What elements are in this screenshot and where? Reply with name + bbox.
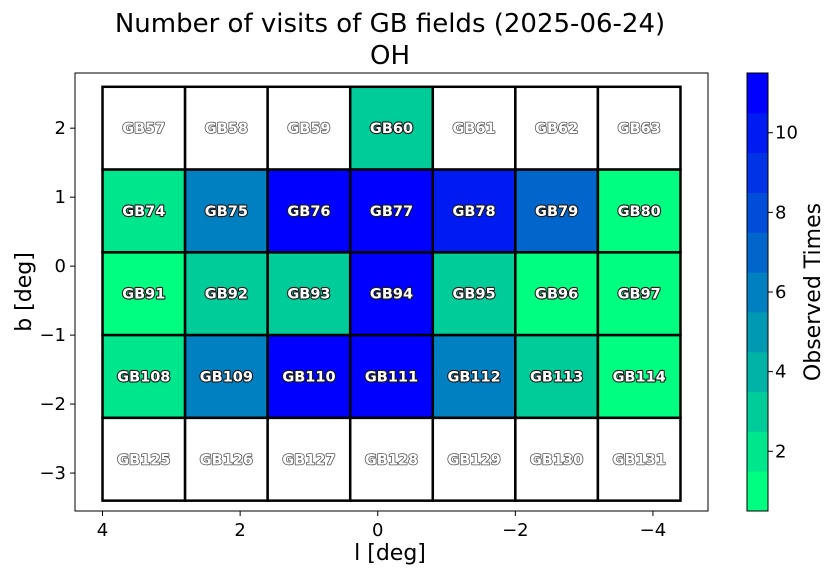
x-axis-label: l [deg] xyxy=(354,541,426,566)
field-label-gb127: GB127 xyxy=(282,452,335,468)
field-label-gb114: GB114 xyxy=(613,369,666,385)
field-label-gb57: GB57 xyxy=(122,121,165,137)
field-label-gb129: GB129 xyxy=(447,452,500,468)
heatmap-cells: GB57 GB58 GB59 GB60 GB61 GB62 GB63 GB74 GB75 GB76… xyxy=(101,85,682,502)
field-label-gb110: GB110 xyxy=(282,369,335,385)
field-label-gb96: GB96 xyxy=(535,287,578,303)
y-tick-label: 0 xyxy=(55,256,66,277)
field-label-gb130: GB130 xyxy=(530,452,583,468)
x-tick-label: 4 xyxy=(97,520,108,541)
field-label-gb78: GB78 xyxy=(452,204,495,220)
field-label-gb59: GB59 xyxy=(287,121,330,137)
field-cell-gb58 xyxy=(183,85,269,171)
colorbar-tick-label: 6 xyxy=(775,282,786,303)
field-label-gb75: GB75 xyxy=(205,204,248,220)
field-label-gb108: GB108 xyxy=(117,369,170,385)
field-cell-gb74 xyxy=(101,168,187,254)
field-cell-gb125 xyxy=(101,416,187,502)
field-cell-gb113 xyxy=(514,333,600,420)
field-label-gb128: GB128 xyxy=(365,452,418,468)
field-cell-gb95 xyxy=(431,251,517,337)
field-cell-gb57 xyxy=(101,85,187,171)
field-cell-gb109 xyxy=(183,333,269,420)
field-label-gb126: GB126 xyxy=(200,452,253,468)
field-label-gb92: GB92 xyxy=(205,287,248,303)
field-cell-gb96 xyxy=(514,251,600,337)
y-tick-label: 1 xyxy=(55,187,66,208)
colorbar-segment xyxy=(747,112,768,154)
colorbar-segment xyxy=(747,431,768,472)
y-tick-label: −3 xyxy=(39,463,66,484)
field-cell-gb130 xyxy=(514,416,600,502)
chart-subtitle: OH xyxy=(370,41,410,71)
field-label-gb62: GB62 xyxy=(535,121,578,137)
colorbar-label: Observed Times xyxy=(801,203,826,381)
y-tick-label: 2 xyxy=(55,118,66,139)
field-label-gb113: GB113 xyxy=(530,369,583,385)
colorbar-tick-label: 4 xyxy=(775,362,786,383)
field-label-gb97: GB97 xyxy=(618,287,661,303)
x-tick-label: −2 xyxy=(502,520,529,541)
x-axis-ticks: 4 2 0 −2 −4 xyxy=(97,511,666,541)
y-axis-ticks: 2 1 0 −1 −2 −3 xyxy=(39,118,75,484)
x-tick-label: 2 xyxy=(234,520,245,541)
colorbar-segment xyxy=(747,351,768,393)
colorbar-segment xyxy=(747,152,768,193)
colorbar-tick-label: 8 xyxy=(775,202,786,223)
colorbar-tick-label: 2 xyxy=(775,441,786,462)
field-cell-gb76 xyxy=(266,168,352,254)
field-cell-gb80 xyxy=(596,168,682,254)
field-label-gb77: GB77 xyxy=(370,204,413,220)
field-label-gb94: GB94 xyxy=(370,287,413,303)
y-tick-label: −2 xyxy=(39,394,66,415)
x-tick-label: 0 xyxy=(372,520,383,541)
y-tick-label: −1 xyxy=(39,325,66,346)
colorbar-segment xyxy=(747,391,768,432)
colorbar-segment xyxy=(747,192,768,233)
field-cell-gb78 xyxy=(431,168,517,254)
colorbar-tick-label: 10 xyxy=(775,123,798,144)
colorbar-segment xyxy=(747,311,768,353)
field-label-gb112: GB112 xyxy=(447,369,500,385)
field-label-gb63: GB63 xyxy=(618,121,661,137)
field-cell-gb92 xyxy=(183,251,269,337)
y-axis-label: b [deg] xyxy=(12,252,37,332)
field-cell-gb108 xyxy=(101,333,187,420)
colorbar-segment xyxy=(747,272,768,313)
field-label-gb76: GB76 xyxy=(287,204,330,220)
plot-frame xyxy=(74,72,709,512)
field-label-gb93: GB93 xyxy=(287,287,330,303)
field-label-gb91: GB91 xyxy=(122,287,165,303)
field-label-gb74: GB74 xyxy=(122,204,165,220)
x-tick-label: −4 xyxy=(640,520,667,541)
field-cell-gb127 xyxy=(266,416,352,502)
field-cell-gb93 xyxy=(266,251,352,337)
field-label-gb80: GB80 xyxy=(618,204,661,220)
field-label-gb79: GB79 xyxy=(535,204,578,220)
field-label-gb125: GB125 xyxy=(117,452,170,468)
field-cell-gb131 xyxy=(596,416,682,502)
field-label-gb109: GB109 xyxy=(200,369,253,385)
colorbar-segment xyxy=(747,471,768,512)
field-label-gb58: GB58 xyxy=(205,121,248,137)
field-label-gb111: GB111 xyxy=(365,369,418,385)
colorbar-segment xyxy=(747,73,768,114)
colorbar-segment xyxy=(747,232,768,273)
field-label-gb61: GB61 xyxy=(452,121,495,137)
field-cell-gb97 xyxy=(596,251,682,337)
field-cell-gb62 xyxy=(514,85,600,171)
field-label-gb95: GB95 xyxy=(452,287,495,303)
field-label-gb131: GB131 xyxy=(613,452,666,468)
field-label-gb60: GB60 xyxy=(370,121,413,137)
colorbar: 2 4 6 8 10 xyxy=(746,72,798,512)
chart-title: Number of visits of GB fields (2025-06-2… xyxy=(115,9,665,39)
